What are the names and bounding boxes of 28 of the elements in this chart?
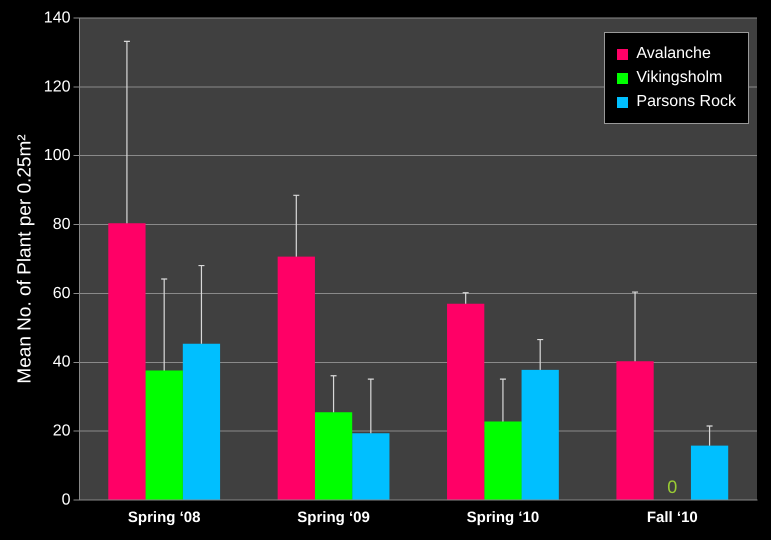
y-tick-label: 80 bbox=[52, 216, 71, 233]
x-tick-label: Spring ‘09 bbox=[297, 509, 370, 526]
bar bbox=[447, 304, 484, 500]
bar bbox=[108, 223, 146, 500]
legend-label: Vikingsholm bbox=[636, 69, 722, 87]
bar bbox=[616, 361, 654, 500]
x-tick-label: Spring ‘08 bbox=[128, 509, 200, 526]
y-tick-label: 140 bbox=[44, 9, 71, 26]
y-tick-label: 100 bbox=[44, 147, 71, 164]
legend-label: Parsons Rock bbox=[636, 93, 736, 111]
bar bbox=[690, 446, 728, 500]
y-axis-title: Mean No. of Plant per 0.25m² bbox=[14, 134, 36, 384]
y-tick-label: 40 bbox=[52, 354, 71, 371]
bar bbox=[484, 422, 522, 500]
bar bbox=[352, 433, 390, 500]
data-label: 0 bbox=[667, 476, 678, 497]
bar bbox=[146, 370, 183, 500]
y-tick-label: 20 bbox=[52, 422, 71, 440]
bar bbox=[314, 412, 352, 500]
bar bbox=[278, 256, 315, 500]
y-tick-label: 60 bbox=[52, 284, 71, 302]
x-tick-label: Spring ‘10 bbox=[466, 509, 540, 526]
legend-label: Avalanche bbox=[636, 45, 711, 63]
y-tick-label: 0 bbox=[62, 491, 71, 508]
y-tick-label: 120 bbox=[44, 78, 71, 96]
bar bbox=[522, 370, 559, 500]
bar bbox=[182, 344, 220, 500]
x-tick-label: Fall ‘10 bbox=[646, 509, 698, 526]
